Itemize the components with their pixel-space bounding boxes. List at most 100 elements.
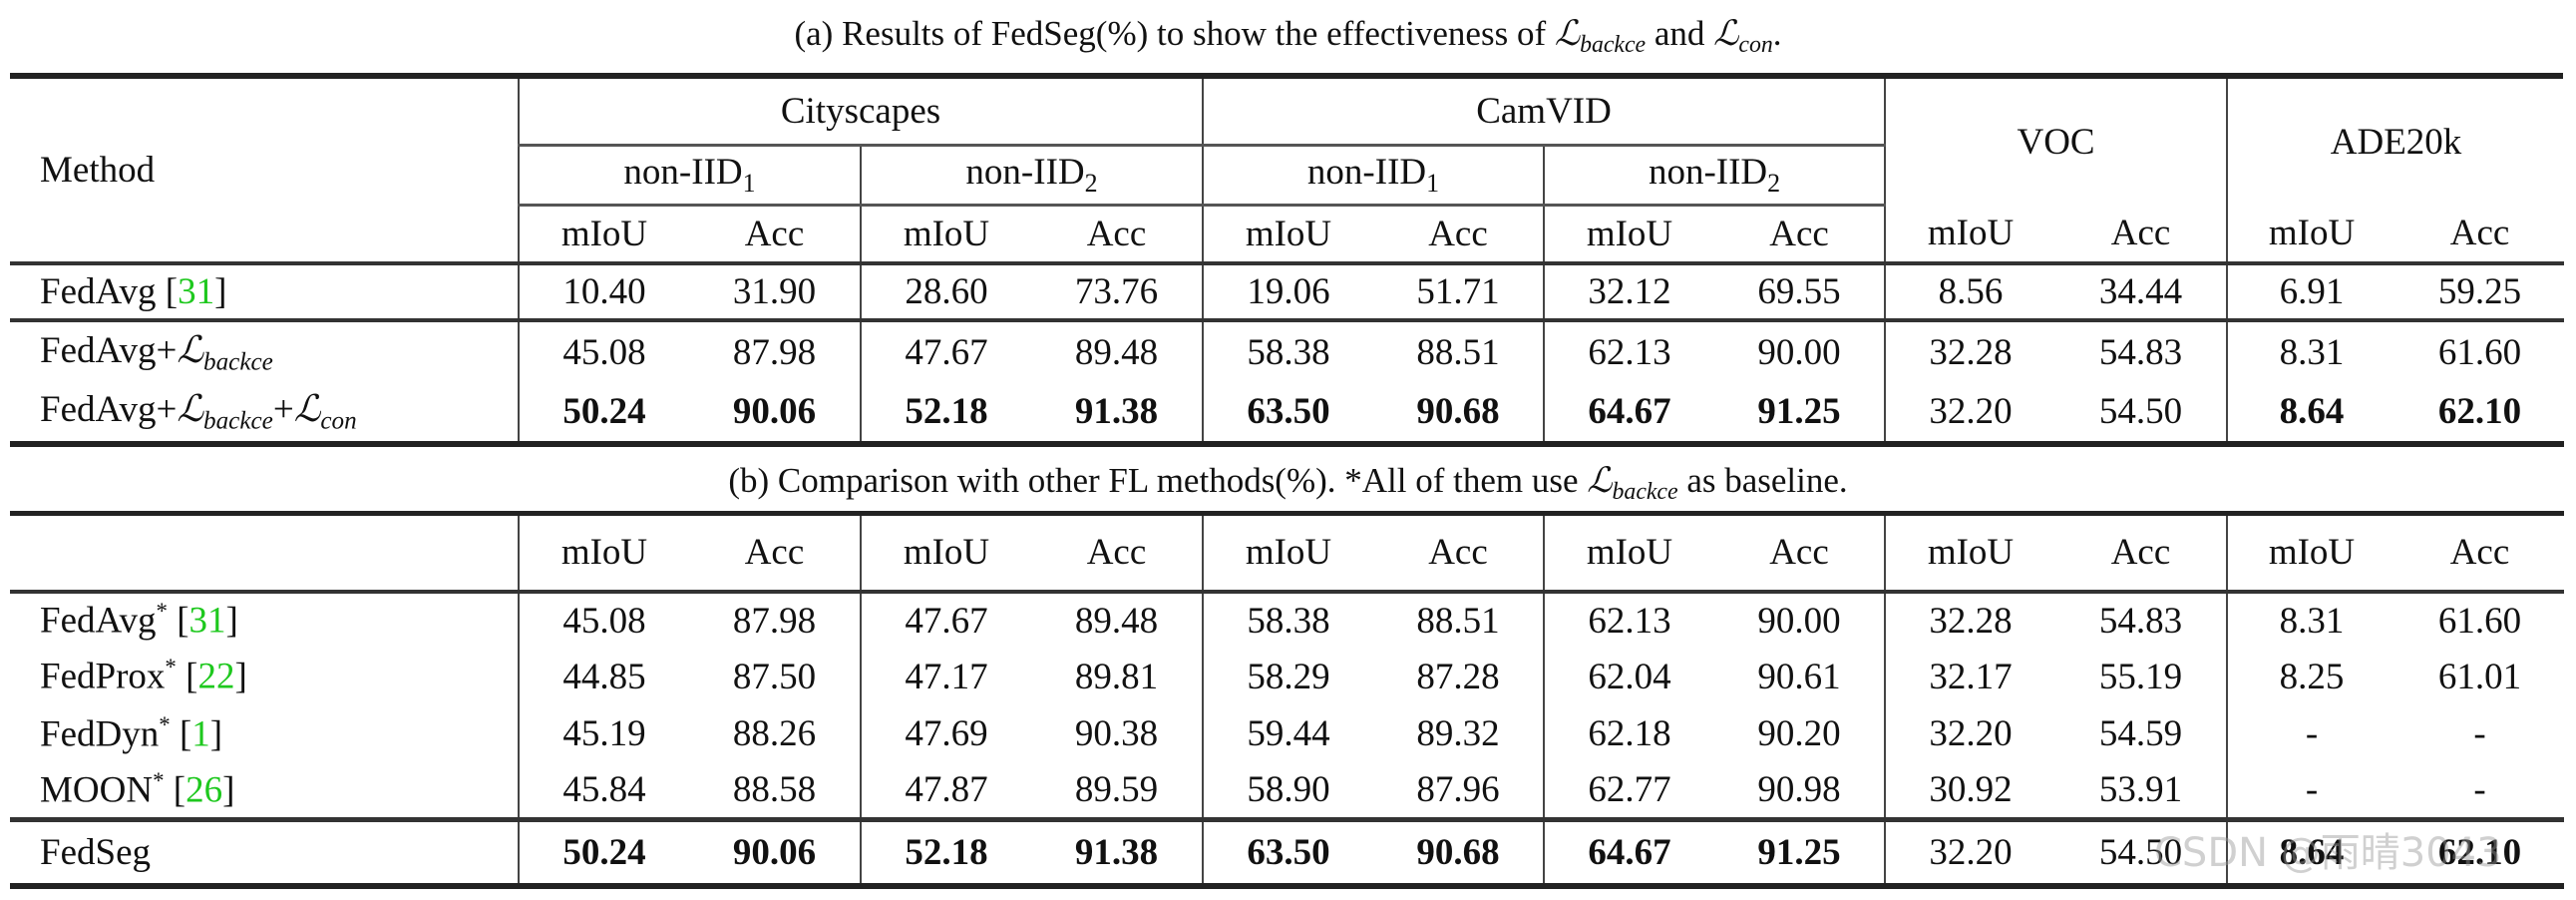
value-cell: 8.31	[2226, 320, 2396, 382]
value-cell: 91.25	[1757, 831, 1841, 873]
loss-symbol: ℒ	[293, 389, 321, 431]
value-cell: 8.31	[2226, 591, 2395, 649]
table-b: mIoU Acc mIoU Acc mIoU Acc mIoU Acc mIoU Acc mIoU A…	[10, 511, 2564, 889]
loss-subscript: backce	[203, 407, 273, 435]
top-rule	[10, 73, 2563, 79]
table-row: FedSeg 50.24 90.06 52.18 91.38 63.50 90.68 64.6…	[10, 819, 2564, 886]
value-cell: 91.38	[1074, 831, 1159, 873]
split-header: non-IID1	[518, 145, 861, 207]
value-cell: 51.71	[1416, 271, 1500, 312]
value-cell: 45.84	[518, 762, 689, 820]
table-row: FedProx* [22] 44.85 87.50 47.17 89.81 58.29 87…	[10, 648, 2564, 705]
value-cell: 58.90	[1202, 762, 1373, 820]
citation-link[interactable]: 22	[197, 656, 235, 697]
value-cell: 90.38	[1074, 713, 1159, 754]
value-cell: 32.17	[1884, 648, 2055, 705]
value-cell: 87.50	[732, 656, 817, 697]
value-cell: 62.77	[1543, 762, 1714, 820]
dataset-header: Cityscapes	[518, 79, 1203, 147]
method-cell: FedSeg	[10, 820, 519, 886]
value-cell: 61.01	[2437, 656, 2522, 697]
citation-link[interactable]: 31	[178, 271, 215, 312]
value-cell: 32.28	[1884, 591, 2055, 649]
table-row: FedAvg* [31] 45.08 87.98 47.67 89.48 58.38 88.…	[10, 591, 2564, 649]
value-cell: 54.50	[2098, 831, 2183, 873]
value-cell: 54.59	[2098, 713, 2183, 754]
table-row: FedDyn* [1] 45.19 88.26 47.69 90.38 59.44 89.3…	[10, 704, 2564, 763]
metric-header: Acc	[1086, 532, 1147, 574]
value-cell: 63.50	[1202, 819, 1373, 886]
metric-header: Acc	[2449, 532, 2510, 574]
value-cell: 87.98	[732, 600, 817, 642]
metric-header: Acc	[1769, 213, 1829, 254]
split-label: non-IID	[965, 152, 1085, 194]
metric-header: mIoU	[1202, 205, 1373, 263]
value-cell: 45.19	[518, 704, 689, 763]
metric-header: Acc	[2110, 532, 2171, 574]
value-cell: 30.92	[1884, 762, 2055, 820]
value-cell: 90.68	[1416, 391, 1500, 432]
metric-header: Acc	[744, 213, 805, 254]
metric-header: mIoU	[518, 205, 689, 263]
star-mark: *	[156, 599, 168, 625]
value-cell: -	[2473, 713, 2486, 754]
value-cell: 61.60	[2437, 331, 2522, 373]
star-mark: *	[165, 655, 177, 680]
value-cell: 34.44	[2098, 271, 2183, 312]
split-label: non-IID	[623, 152, 743, 194]
value-cell: 90.61	[1757, 656, 1841, 697]
value-cell: 31.90	[732, 271, 817, 312]
citation-link[interactable]: 26	[185, 769, 223, 811]
value-cell: 90.20	[1757, 713, 1841, 754]
star-mark: *	[153, 768, 165, 794]
value-cell: 28.60	[860, 263, 1031, 320]
value-cell: 47.87	[860, 762, 1031, 820]
value-cell: 87.28	[1416, 656, 1500, 697]
method-name: FedProx	[40, 656, 166, 697]
method-name: FedAvg	[40, 389, 157, 431]
metric-header: mIoU	[2226, 205, 2396, 263]
value-cell: 88.51	[1416, 600, 1500, 642]
loss-symbol: ℒ	[177, 389, 204, 431]
table-row: FedAvg+ℒbackce 45.08 87.98 47.67 89.48 58.38 8…	[10, 320, 2564, 382]
value-cell: 19.06	[1202, 263, 1373, 320]
value-cell: 90.00	[1757, 331, 1841, 373]
value-cell: 54.83	[2098, 600, 2183, 642]
value-cell: 54.83	[2098, 331, 2183, 373]
value-cell: 88.51	[1416, 331, 1500, 373]
metric-header: mIoU	[860, 205, 1031, 263]
caption-text: .	[1772, 14, 1782, 53]
value-cell: 32.28	[1884, 320, 2056, 382]
citation-link[interactable]: 31	[188, 600, 226, 642]
value-cell: 47.67	[860, 320, 1031, 382]
loss-symbol: ℒ	[177, 329, 204, 371]
loss-symbol: ℒ	[1587, 461, 1613, 500]
value-cell: 54.50	[2098, 391, 2183, 432]
caption-text: as baseline.	[1677, 461, 1848, 500]
method-name: FedDyn	[40, 713, 160, 755]
star-mark: *	[159, 711, 171, 737]
method-header: Method	[40, 150, 156, 191]
value-cell: 62.13	[1543, 591, 1714, 649]
citation-link[interactable]: 1	[191, 713, 210, 755]
value-cell: 62.10	[2437, 831, 2522, 873]
table-a: Method Cityscapes CamVID VOC ADE20k non-…	[10, 79, 2565, 447]
value-cell: 62.18	[1543, 704, 1714, 763]
value-cell: 73.76	[1074, 271, 1159, 312]
caption-b: (b) Comparison with other FL methods(%).…	[0, 461, 2576, 506]
value-cell: 89.48	[1074, 600, 1159, 642]
value-cell: 62.10	[2437, 391, 2522, 432]
value-cell: 61.60	[2437, 600, 2522, 642]
value-cell: 89.32	[1416, 713, 1500, 754]
method-name: FedSeg	[40, 831, 151, 873]
metric-header: mIoU	[2226, 513, 2395, 592]
metric-header: mIoU	[1202, 513, 1373, 592]
split-subscript: 1	[1426, 168, 1440, 198]
value-cell: 53.91	[2098, 769, 2183, 811]
loss-subscript: backce	[203, 348, 273, 376]
metric-header: mIoU	[1543, 205, 1714, 263]
method-cell: FedDyn* [1]	[40, 711, 223, 755]
value-cell: 8.64	[2226, 382, 2396, 444]
value-cell: 64.67	[1543, 382, 1714, 444]
value-cell: 8.64	[2226, 819, 2395, 886]
